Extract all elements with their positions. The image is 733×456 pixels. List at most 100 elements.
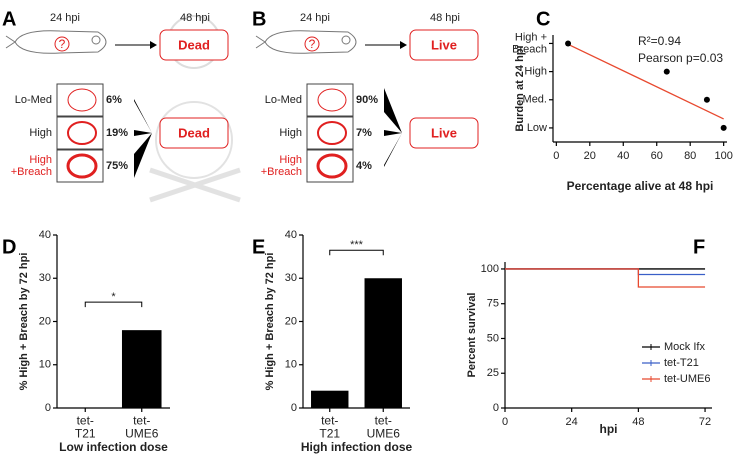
y-axis-title: % High + Breach by 72 hpi <box>18 253 30 391</box>
x-tick-label: tet-T21 <box>319 414 340 441</box>
y-tick-label: High <box>524 66 547 78</box>
outcome-box <box>159 117 229 149</box>
panel-label: A <box>2 8 16 30</box>
y-tick-label: High + Breach <box>512 31 547 55</box>
panel-label: E <box>252 236 265 258</box>
arrow-head <box>400 41 407 49</box>
time-label: 48 hpi <box>180 12 210 24</box>
x-axis-title: Low infection dose <box>59 440 168 454</box>
panel-label: C <box>536 8 550 30</box>
text-line: High <box>279 154 302 166</box>
y-tick-label: Med. <box>523 94 547 106</box>
skull <box>155 101 233 179</box>
chart: 0 10 20 30 40 % High + Breach by 72 hpi High i… <box>264 229 413 454</box>
question-mark: ? <box>309 37 316 51</box>
outcome: Live <box>431 37 457 52</box>
text-line: UME6 <box>367 427 401 441</box>
x-axis-title: hpi <box>600 422 618 436</box>
row-label: High +Breach <box>261 154 302 178</box>
y-tick-label: 40 <box>285 229 297 241</box>
text-line: UME6 <box>125 427 159 441</box>
outcome-box <box>409 29 479 61</box>
y-tick-label: 0 <box>45 402 51 414</box>
burden <box>317 88 347 112</box>
time-label: 48 hpi <box>430 12 460 24</box>
percent: 6% <box>106 94 122 106</box>
percent: 75% <box>106 160 128 172</box>
x-tick-label: 20 <box>584 150 596 162</box>
fit-line <box>567 43 724 120</box>
fish <box>5 30 107 54</box>
chart: 0 10 20 30 40 % High + Breach by 72 hpi Low in… <box>18 229 170 454</box>
x-tick-label: tet-UME6 <box>125 414 159 441</box>
x-tick-label: 24 <box>566 416 578 428</box>
row-label: High <box>279 127 302 139</box>
arrow-head <box>150 41 157 49</box>
annotation: R²=0.94 <box>638 34 681 48</box>
legend-label: tet-UME6 <box>664 373 710 385</box>
y-tick-label: 10 <box>39 359 51 371</box>
question-mark: ? <box>59 37 66 51</box>
burden <box>67 121 97 145</box>
y-tick-label: 10 <box>285 359 297 371</box>
time-label: 24 hpi <box>50 12 80 24</box>
y-tick-label: 75 <box>487 298 499 310</box>
bar <box>364 278 402 408</box>
bar <box>311 390 349 408</box>
x-tick-label: 60 <box>651 150 663 162</box>
significance-bracket <box>329 249 384 256</box>
text-line: tet- <box>375 414 392 428</box>
text-line: +Breach <box>11 166 52 178</box>
text-line: +Breach <box>261 166 302 178</box>
text-line: T21 <box>319 427 340 441</box>
y-tick-label: 0 <box>493 402 499 414</box>
infection <box>54 36 70 52</box>
wedge <box>384 130 402 136</box>
x-tick-label: 48 <box>632 416 644 428</box>
legend-label: Mock Ifx <box>664 341 705 353</box>
y-tick-label: 20 <box>285 315 297 327</box>
y-axis-title: % High + Breach by 72 hpi <box>264 253 276 391</box>
panel-label: F <box>693 236 705 258</box>
annotation: Pearson p=0.03 <box>638 51 723 65</box>
y-tick-label: Low <box>527 122 547 134</box>
y-axis-title: Burden at 24 hpi <box>514 45 526 131</box>
significance: *** <box>350 239 364 251</box>
outcome-box <box>159 29 229 61</box>
bar <box>121 330 162 408</box>
percent: 7% <box>356 127 372 139</box>
percent: 90% <box>356 94 378 106</box>
fish-eye <box>91 35 101 45</box>
x-tick-label: 80 <box>684 150 696 162</box>
y-tick-label: 40 <box>39 229 51 241</box>
y-tick-label: 50 <box>487 332 499 344</box>
x-tick-label: tet-T21 <box>75 414 96 441</box>
chart: Low Med. High High + Breach 0 20 40 60 80 100 Burde… <box>512 31 733 193</box>
wedge <box>384 133 402 167</box>
text-line: High <box>29 154 52 166</box>
row-label: Lo-Med <box>15 94 52 106</box>
y-tick-label: 0 <box>291 402 297 414</box>
x-axis-title: Percentage alive at 48 hpi <box>567 179 714 193</box>
x-tick-label: 40 <box>617 150 629 162</box>
point <box>663 68 670 75</box>
outcome: Live <box>431 125 457 140</box>
row-label: High <box>29 127 52 139</box>
x-axis-title: High infection dose <box>301 440 413 454</box>
significance-bracket <box>84 301 143 308</box>
text-line: Breach <box>512 43 547 55</box>
percent: 19% <box>106 127 128 139</box>
burden <box>67 88 97 112</box>
outcome: Dead <box>178 125 210 140</box>
outcome-box <box>409 117 479 149</box>
outcome: Dead <box>178 37 210 52</box>
infection <box>304 36 320 52</box>
row-label: Lo-Med <box>265 94 302 106</box>
crossbones <box>149 167 241 203</box>
x-tick-label: 100 <box>714 150 732 162</box>
x-tick-label: 0 <box>553 150 559 162</box>
y-tick-label: 30 <box>285 272 297 284</box>
